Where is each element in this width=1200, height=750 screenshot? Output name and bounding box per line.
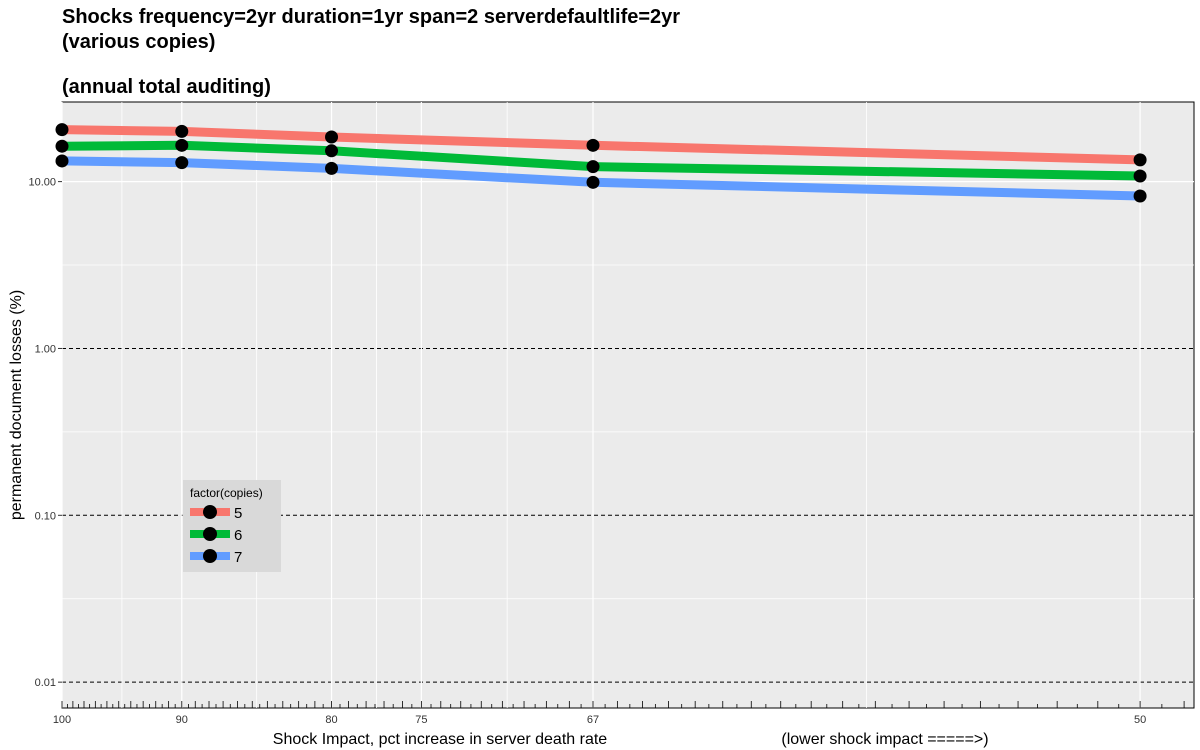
chart-title: Shocks frequency=2yr duration=1yr span=2… xyxy=(62,6,680,98)
data-point-7 xyxy=(55,154,69,168)
data-point-5 xyxy=(586,138,600,152)
x-tick-label: 50 xyxy=(1134,714,1146,726)
x-axis-title: Shock Impact, pct increase in server dea… xyxy=(273,731,607,748)
data-point-7 xyxy=(325,161,339,175)
y-tick-label: 0.10 xyxy=(35,510,56,522)
data-point-6 xyxy=(586,160,600,174)
data-point-5 xyxy=(325,130,339,144)
legend-label-7: 7 xyxy=(234,549,242,566)
data-point-7 xyxy=(586,175,600,189)
legend-marker-5 xyxy=(203,505,217,519)
x-axis-note: (lower shock impact =====>) xyxy=(781,731,988,748)
y-tick-label: 1.00 xyxy=(35,343,56,355)
x-tick-label: 75 xyxy=(415,714,427,726)
y-tick-label: 10.00 xyxy=(28,177,56,189)
legend-label-6: 6 xyxy=(234,527,242,544)
x-tick-label: 100 xyxy=(53,714,71,726)
data-point-7 xyxy=(175,156,189,170)
title-line-2: (various copies) xyxy=(62,31,215,53)
data-point-6 xyxy=(1133,169,1147,183)
x-tick-label: 80 xyxy=(325,714,337,726)
data-point-6 xyxy=(55,139,69,153)
x-tick-label: 67 xyxy=(587,714,599,726)
data-point-6 xyxy=(325,144,339,158)
y-tick-label: 0.01 xyxy=(35,677,56,689)
data-point-6 xyxy=(175,138,189,152)
legend-title: factor(copies) xyxy=(190,486,263,500)
legend-label-5: 5 xyxy=(234,505,242,522)
plot-panel xyxy=(61,101,1195,709)
marker-layer xyxy=(55,123,1147,203)
grid-layer xyxy=(61,102,1194,708)
y-axis-title: permanent document losses (%) xyxy=(8,290,25,520)
legend-marker-7 xyxy=(203,549,217,563)
tick-layer xyxy=(58,181,1185,708)
data-point-5 xyxy=(175,124,189,138)
data-point-5 xyxy=(55,123,69,137)
x-rug-ticks xyxy=(61,701,1185,708)
title-line-3: (annual total auditing) xyxy=(62,76,271,98)
x-tick-label: 90 xyxy=(176,714,188,726)
title-line-1: Shocks frequency=2yr duration=1yr span=2… xyxy=(62,6,680,28)
data-point-5 xyxy=(1133,153,1147,167)
data-point-7 xyxy=(1133,189,1147,203)
legend-marker-6 xyxy=(203,527,217,541)
legend: factor(copies) 5 6 7 xyxy=(183,480,281,572)
